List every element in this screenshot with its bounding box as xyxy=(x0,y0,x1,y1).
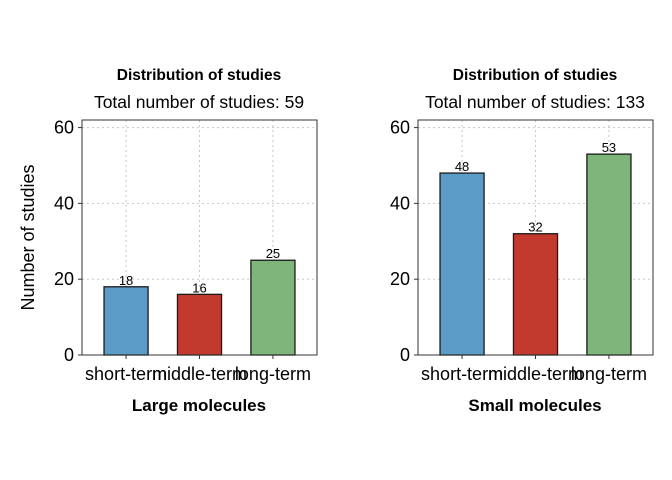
x-tick-label: short-term xyxy=(421,364,503,384)
data-label: 48 xyxy=(455,159,469,174)
bar-long-term xyxy=(586,153,632,356)
chart-panel-2: Distribution of studies Total number of s… xyxy=(390,67,654,415)
y-tick-label: 0 xyxy=(400,345,410,365)
data-label: 16 xyxy=(192,280,206,295)
y-tick-label: 60 xyxy=(54,118,74,138)
bar-middle-term xyxy=(176,293,223,356)
data-label: 53 xyxy=(602,140,616,155)
y-tick-label: 40 xyxy=(54,193,74,213)
bar-middle-term xyxy=(512,233,559,356)
x-axis-label: Small molecules xyxy=(468,396,601,415)
chart-title: Distribution of studies xyxy=(117,67,281,84)
x-tick-label: long-term xyxy=(571,364,647,384)
y-tick-label: 40 xyxy=(390,193,410,213)
chart-title: Distribution of studies xyxy=(453,67,617,84)
y-tick-label: 20 xyxy=(390,269,410,289)
y-tick-label: 0 xyxy=(64,345,74,365)
data-label: 25 xyxy=(266,246,280,261)
x-tick-label: short-term xyxy=(85,364,167,384)
chart-subtitle: Total number of studies: 59 xyxy=(94,92,304,112)
bar-long-term xyxy=(250,259,296,356)
data-label: 18 xyxy=(119,273,133,288)
chart-panel-1: Distribution of studies Total number of s… xyxy=(18,67,318,415)
bar-short-term xyxy=(103,286,149,356)
y-axis-label: Number of studies xyxy=(18,164,38,310)
x-axis-label: Large molecules xyxy=(132,396,266,415)
x-tick-label: long-term xyxy=(235,364,311,384)
y-tick-label: 60 xyxy=(390,118,410,138)
data-label: 32 xyxy=(528,220,542,235)
x-tick-label: middle-term xyxy=(152,364,247,384)
y-tick-label: 20 xyxy=(54,269,74,289)
x-tick-label: middle-term xyxy=(488,364,583,384)
chart-subtitle: Total number of studies: 133 xyxy=(425,92,645,112)
bar-short-term xyxy=(439,172,485,356)
